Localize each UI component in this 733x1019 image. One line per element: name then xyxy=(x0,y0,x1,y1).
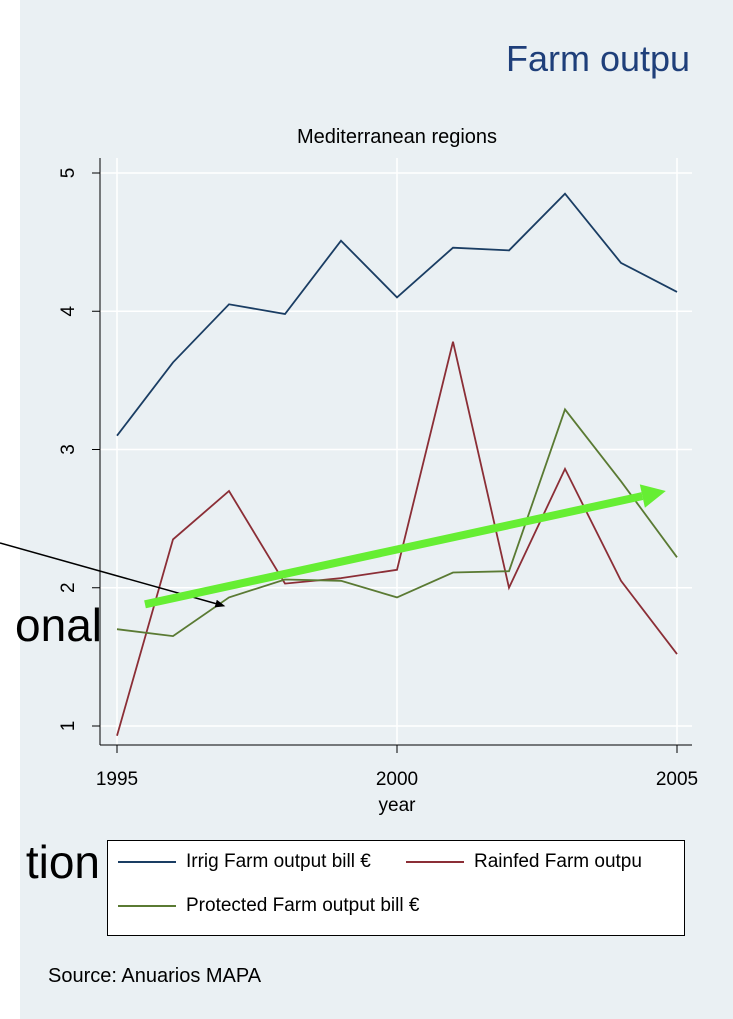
gridlines xyxy=(100,158,692,745)
trend-arrow-head xyxy=(639,484,666,508)
x-axis-label: year xyxy=(379,795,417,816)
y-tick-label: 1 xyxy=(58,721,79,732)
axis-ticks: 1 2 3 4 5 1995 2000 2005 xyxy=(58,168,698,790)
y-tick-label: 2 xyxy=(58,582,79,593)
series-line-protected xyxy=(116,407,678,638)
legend-label-protected: Protected Farm output bill € xyxy=(186,895,420,916)
slide-title: Farm outpu xyxy=(506,38,691,79)
legend-label-irrig: Irrig Farm output bill € xyxy=(186,851,371,872)
legend-item-irrig: Irrig Farm output bill € xyxy=(118,851,371,873)
series-line-irrig xyxy=(116,192,678,437)
y-tick-label: 3 xyxy=(58,444,79,455)
legend-label-rainfed: Rainfed Farm outpu xyxy=(474,851,642,872)
legend-item-protected: Protected Farm output bill € xyxy=(118,895,419,917)
x-tick-label: 1995 xyxy=(96,769,138,790)
legend-swatch-irrig xyxy=(118,861,176,863)
side-text-1: onal xyxy=(15,599,102,651)
trend-arrow-shaft xyxy=(144,492,644,609)
legend-swatch-protected xyxy=(118,905,176,907)
y-tick-label: 5 xyxy=(58,168,79,179)
x-tick-label: 2000 xyxy=(376,769,418,790)
chart-title: Mediterranean regions xyxy=(297,126,497,148)
legend: Irrig Farm output bill € Rainfed Farm ou… xyxy=(107,840,685,936)
x-tick-label: 2005 xyxy=(656,769,698,790)
annotation-arrows xyxy=(0,484,666,609)
side-text-2: tion xyxy=(25,836,100,888)
legend-swatch-rainfed xyxy=(406,861,464,863)
y-tick-label: 4 xyxy=(58,306,79,317)
source-note: Source: Anuarios MAPA xyxy=(48,965,262,987)
legend-item-rainfed: Rainfed Farm outpu xyxy=(406,851,642,873)
